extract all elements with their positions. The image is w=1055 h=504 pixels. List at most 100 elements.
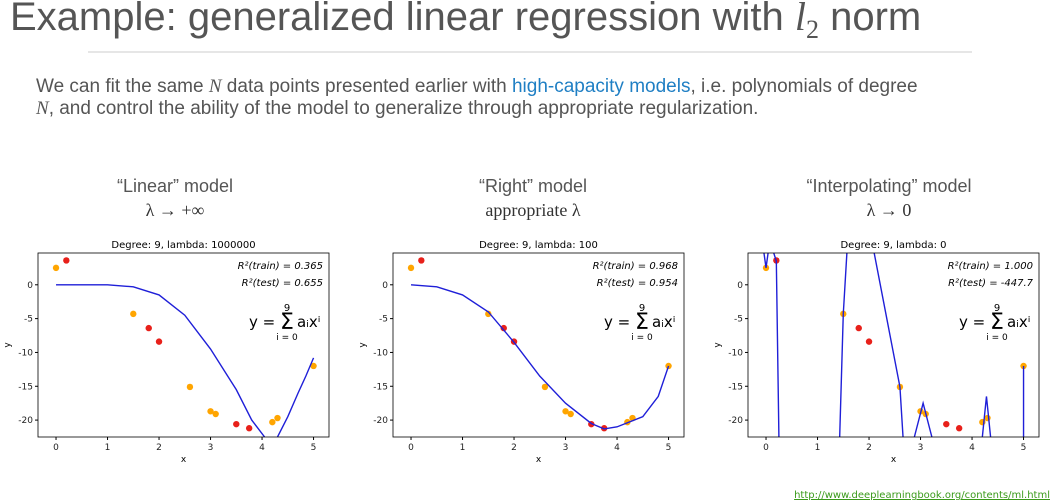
data-point bbox=[562, 408, 569, 415]
data-point bbox=[155, 338, 163, 345]
data-point bbox=[541, 383, 549, 391]
data-point bbox=[233, 420, 240, 428]
annotation: R²(train) = 0.968 bbox=[593, 261, 678, 272]
data-point bbox=[212, 410, 219, 418]
fit-curve bbox=[763, 253, 1025, 437]
x-tick-label: 5 bbox=[666, 443, 672, 453]
y-tick-label: -5 bbox=[379, 315, 388, 325]
annotation: R²(test) = -447.7 bbox=[948, 278, 1034, 289]
intro-symbol: N bbox=[35, 98, 50, 119]
data-point bbox=[130, 310, 137, 318]
formula-sigma: Σ bbox=[635, 310, 649, 335]
x-tick-label: 1 bbox=[460, 443, 466, 453]
y-tick-label: 0 bbox=[382, 281, 388, 291]
data-point bbox=[943, 420, 950, 428]
x-tick-label: 0 bbox=[763, 443, 769, 453]
annotation: R²(train) = 0.365 bbox=[238, 261, 323, 272]
plot-area bbox=[52, 257, 317, 437]
y-axis-label: y bbox=[3, 342, 13, 348]
chart-title: Degree: 9, lambda: 100 bbox=[479, 240, 598, 251]
data-point bbox=[500, 324, 507, 332]
y-tick-label: -15 bbox=[728, 382, 743, 392]
intro-text: , i.e. polynomials of degree bbox=[690, 76, 917, 97]
x-tick-label: 0 bbox=[408, 443, 414, 453]
data-point bbox=[418, 257, 425, 264]
source-link[interactable]: http://www.deeplearningbook.org/contents… bbox=[794, 490, 1050, 501]
data-point bbox=[485, 310, 492, 318]
column-subheading: λ → +∞ bbox=[146, 200, 205, 220]
title-symbol: l bbox=[795, 0, 806, 39]
y-tick-label: -20 bbox=[373, 416, 388, 426]
x-tick-label: 3 bbox=[918, 443, 924, 453]
title-subscript: 2 bbox=[806, 15, 819, 44]
column-subheading: appropriate λ bbox=[485, 200, 580, 220]
y-tick-label: -15 bbox=[373, 382, 388, 392]
x-axis-label: x bbox=[891, 455, 897, 465]
y-axis-label: y bbox=[713, 342, 723, 348]
x-tick-label: 3 bbox=[208, 443, 214, 453]
x-tick-label: 2 bbox=[866, 443, 872, 453]
plot-frame bbox=[37, 252, 330, 438]
x-axis-label: x bbox=[181, 455, 187, 465]
slide-title: Example: generalized linear regression w… bbox=[10, 0, 921, 44]
x-tick-label: 4 bbox=[969, 443, 975, 453]
y-tick-label: -15 bbox=[18, 382, 33, 392]
intro-text: , and control the ability of the model t… bbox=[49, 98, 759, 119]
formula-lhs: y = bbox=[959, 313, 985, 331]
formula-upper: 9 bbox=[284, 303, 290, 314]
x-tick-label: 1 bbox=[105, 443, 111, 453]
formula-term: aᵢxⁱ bbox=[297, 313, 320, 331]
formula-upper: 9 bbox=[994, 303, 1000, 314]
formula-term: aᵢxⁱ bbox=[1007, 313, 1030, 331]
annotation: R²(train) = 1.000 bbox=[948, 261, 1033, 272]
plot-frame bbox=[392, 252, 685, 438]
data-point bbox=[407, 264, 415, 272]
formula-upper: 9 bbox=[639, 303, 645, 314]
plot-area bbox=[762, 253, 1027, 437]
y-tick-label: -5 bbox=[24, 315, 33, 325]
chart-title: Degree: 9, lambda: 0 bbox=[840, 240, 946, 251]
y-tick-label: -20 bbox=[728, 416, 743, 426]
y-tick-label: -5 bbox=[734, 315, 743, 325]
data-point bbox=[245, 425, 253, 432]
column-heading: “Interpolating” model bbox=[806, 176, 971, 196]
formula-lhs: y = bbox=[604, 313, 630, 331]
intro-line: We can fit the same N data points presen… bbox=[36, 76, 918, 97]
data-point bbox=[274, 414, 281, 422]
data-point bbox=[955, 425, 963, 432]
chart-title: Degree: 9, lambda: 1000000 bbox=[111, 240, 255, 251]
column-subheading: λ → 0 bbox=[867, 200, 912, 220]
data-point bbox=[984, 414, 991, 422]
formula-term: aᵢxⁱ bbox=[652, 313, 675, 331]
data-point bbox=[207, 408, 214, 415]
x-tick-label: 2 bbox=[511, 443, 517, 453]
data-point bbox=[63, 257, 70, 264]
x-tick-label: 5 bbox=[311, 443, 317, 453]
annotation: R²(test) = 0.655 bbox=[242, 278, 323, 289]
formula-lower: i = 0 bbox=[986, 333, 1008, 343]
y-tick-label: -10 bbox=[728, 348, 743, 358]
data-point bbox=[310, 362, 317, 370]
column-heading: “Right” model bbox=[479, 176, 587, 196]
x-tick-label: 0 bbox=[53, 443, 59, 453]
y-tick-label: 0 bbox=[27, 281, 33, 291]
fit-curve bbox=[410, 284, 670, 430]
intro-symbol: N bbox=[208, 76, 223, 97]
data-point bbox=[186, 383, 194, 391]
formula-lower: i = 0 bbox=[276, 333, 298, 343]
data-point bbox=[52, 264, 60, 272]
y-tick-label: 0 bbox=[737, 281, 743, 291]
formula-sigma: Σ bbox=[280, 310, 294, 335]
x-tick-label: 2 bbox=[156, 443, 162, 453]
y-tick-label: -10 bbox=[18, 348, 33, 358]
y-axis-label: y bbox=[358, 342, 368, 348]
intro-text: We can fit the same bbox=[36, 76, 209, 97]
intro-link[interactable]: high-capacity models bbox=[512, 76, 690, 97]
annotation: R²(test) = 0.954 bbox=[597, 278, 678, 289]
x-axis-label: x bbox=[536, 455, 542, 465]
plot-area bbox=[407, 257, 672, 432]
title-text: norm bbox=[819, 0, 921, 39]
data-point bbox=[855, 324, 862, 332]
intro-line: N, and control the ability of the model … bbox=[35, 98, 758, 119]
plot-frame bbox=[747, 252, 1040, 438]
